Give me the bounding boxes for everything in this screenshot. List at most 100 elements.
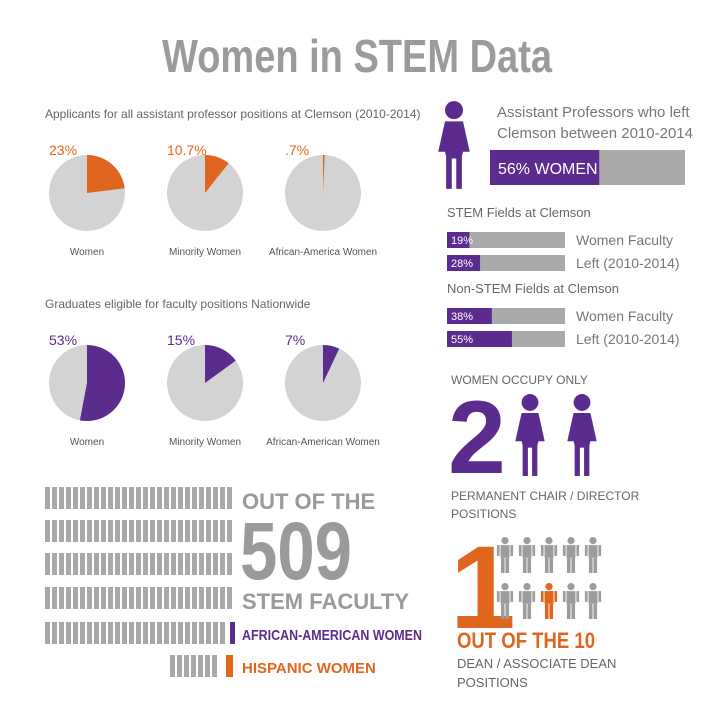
faculty-tick: [185, 587, 190, 609]
faculty-unit: STEM FACULTY: [242, 589, 409, 614]
faculty-tick: [185, 487, 190, 509]
faculty-tick: [150, 553, 155, 575]
faculty-tick: [59, 520, 64, 542]
faculty-tick: [213, 622, 218, 644]
faculty-tick: [191, 655, 196, 677]
faculty-tick: [80, 587, 85, 609]
faculty-tick: [178, 520, 183, 542]
faculty-tick: [185, 622, 190, 644]
chairs-text: PERMANENT CHAIR / DIRECTOR: [451, 489, 640, 503]
faculty-tick: [59, 622, 64, 644]
faculty-tick: [52, 622, 57, 644]
faculty-tick: [164, 520, 169, 542]
pie-wedge: [79, 345, 125, 421]
faculty-tick: [129, 520, 134, 542]
faculty-tick: [136, 587, 141, 609]
bar-value-label: 56% WOMEN: [498, 161, 598, 178]
faculty-tick: [87, 520, 92, 542]
faculty-tick: [206, 622, 211, 644]
faculty-tick: [157, 553, 162, 575]
faculty-tick: [45, 487, 50, 509]
pie-wedge: [323, 345, 340, 383]
faculty-tick: [52, 487, 57, 509]
faculty-tick: [213, 487, 218, 509]
faculty-group: HISPANIC WOMEN: [242, 660, 376, 677]
pie-value-label: 7%: [285, 332, 305, 348]
pie-label: Minority Women: [169, 437, 241, 448]
faculty-tick: [150, 622, 155, 644]
faculty-tick: [220, 520, 225, 542]
faculty-tick: [171, 622, 176, 644]
chairs-count: 2: [448, 380, 506, 496]
faculty-tick: [94, 553, 99, 575]
faculty-tick: [73, 587, 78, 609]
faculty-tick: [143, 587, 148, 609]
faculty-tick: [184, 655, 189, 677]
bar-label: Women Faculty: [576, 232, 673, 248]
faculty-tick: [192, 487, 197, 509]
faculty-tick: [66, 553, 71, 575]
bar: [447, 255, 481, 271]
faculty-tick: [87, 487, 92, 509]
faculty-tick: [171, 587, 176, 609]
bar: [447, 232, 470, 248]
faculty-tick: [170, 655, 175, 677]
faculty-tick: [199, 553, 204, 575]
faculty-tick: [220, 487, 225, 509]
faculty-tick: [198, 655, 203, 677]
faculty-tick: [136, 520, 141, 542]
faculty-tick: [227, 520, 232, 542]
faculty-tick: [206, 587, 211, 609]
bar: [490, 150, 600, 185]
faculty-tick: [185, 520, 190, 542]
faculty-tick: [87, 622, 92, 644]
faculty-tick: [212, 655, 217, 677]
pie-label: Women: [70, 247, 104, 258]
faculty-tick: [171, 553, 176, 575]
faculty-tick: [115, 520, 120, 542]
faculty-tick: [143, 487, 148, 509]
faculty-tick: [213, 520, 218, 542]
faculty-tick: [87, 553, 92, 575]
faculty-tick: [136, 553, 141, 575]
pie-value-label: 53%: [49, 332, 77, 348]
faculty-tick: [115, 487, 120, 509]
pie-label: African-American Women: [266, 437, 380, 448]
faculty-tick: [94, 587, 99, 609]
bar-group-heading: STEM Fields at Clemson: [447, 205, 591, 220]
faculty-tick: [192, 622, 197, 644]
faculty-tick: [199, 487, 204, 509]
faculty-tick: [143, 553, 148, 575]
bar-value-label: 19%: [451, 235, 473, 247]
faculty-tick: [115, 622, 120, 644]
pie-label: Women: [70, 437, 104, 448]
faculty-tick: [178, 587, 183, 609]
faculty-tick: [129, 553, 134, 575]
faculty-tick: [213, 553, 218, 575]
faculty-tick: [164, 553, 169, 575]
faculty-tick: [94, 487, 99, 509]
faculty-tick: [101, 553, 106, 575]
faculty-tick: [150, 487, 155, 509]
faculty-tick: [220, 622, 225, 644]
bar-label: Women Faculty: [576, 308, 673, 324]
faculty-tick: [108, 520, 113, 542]
faculty-tick: [199, 622, 204, 644]
faculty-tick: [157, 587, 162, 609]
faculty-highlight: [230, 622, 235, 644]
faculty-tick: [164, 587, 169, 609]
bar-track: [447, 232, 565, 248]
faculty-tick: [129, 487, 134, 509]
bar-value-label: 28%: [451, 258, 473, 270]
faculty-tick: [171, 520, 176, 542]
faculty-tick: [101, 520, 106, 542]
dean-lead: OUT OF THE 10: [457, 628, 595, 653]
faculty-tick: [199, 587, 204, 609]
faculty-tick: [129, 622, 134, 644]
faculty-tick: [66, 622, 71, 644]
bar-label: Left (2010-2014): [576, 255, 680, 271]
faculty-tick: [178, 553, 183, 575]
faculty-tick: [206, 553, 211, 575]
